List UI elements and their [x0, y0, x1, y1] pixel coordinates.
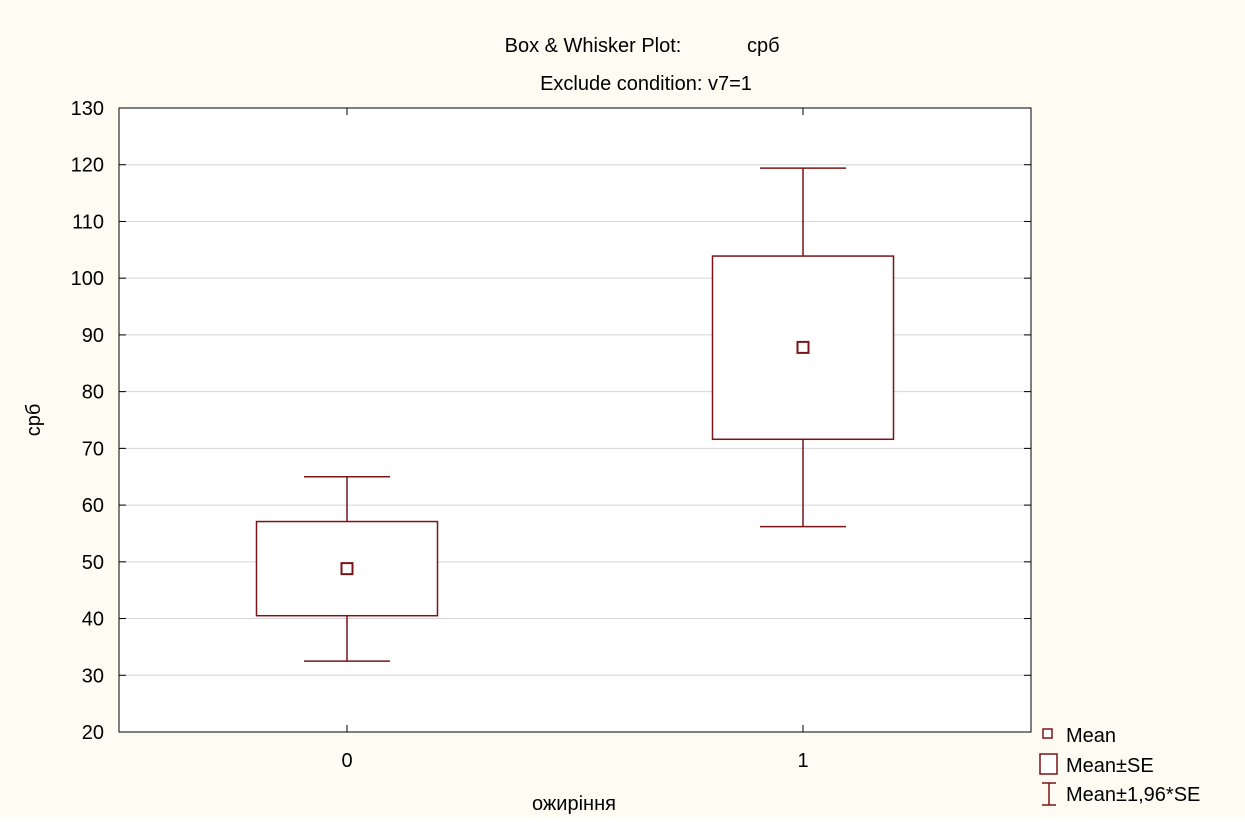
box-group-0: [255, 475, 439, 662]
plot-frame: [118, 107, 1032, 733]
y-tick-label: 60: [82, 495, 104, 517]
legend: Mean Mean±SE Mean±1,96*SE: [1039, 725, 1200, 806]
legend-ci-label: Mean±1,96*SE: [1066, 784, 1200, 806]
legend-ci-icon: [1042, 782, 1056, 806]
x-axis-label: ожиріння: [532, 793, 616, 815]
y-tick-label: 110: [72, 211, 104, 233]
y-tick-label: 130: [71, 98, 104, 120]
y-tick-label: 90: [82, 325, 104, 347]
legend-se-icon: [1039, 753, 1058, 775]
axes: 20 30 40 50 60 70 80 90 100 110 120 130 0 1: [71, 98, 1031, 772]
y-tick-label: 100: [71, 268, 104, 290]
chart-title-variable: срб: [747, 35, 780, 57]
box-group-1: [711, 167, 895, 528]
y-axis-label: срб: [23, 404, 45, 437]
y-tick-label: 50: [82, 552, 104, 574]
y-tick-label: 80: [82, 382, 104, 404]
y-tick-label: 120: [71, 155, 104, 177]
y-tick-label: 40: [82, 609, 104, 631]
mean-marker: [340, 562, 354, 576]
x-tick-label: 1: [797, 750, 808, 772]
y-tick-label: 20: [82, 722, 104, 744]
legend-se-label: Mean±SE: [1066, 755, 1154, 777]
chart-subtitle: Exclude condition: v7=1: [540, 73, 752, 95]
legend-mean-label: Mean: [1066, 725, 1116, 747]
chart-title: Box & Whisker Plot:: [505, 35, 682, 57]
mean-marker: [796, 340, 810, 354]
box-marks: [255, 167, 895, 662]
y-tick-label: 30: [82, 665, 104, 687]
x-tick-label: 0: [341, 750, 352, 772]
legend-mean-icon: [1042, 728, 1053, 739]
y-tick-label: 70: [82, 438, 104, 460]
